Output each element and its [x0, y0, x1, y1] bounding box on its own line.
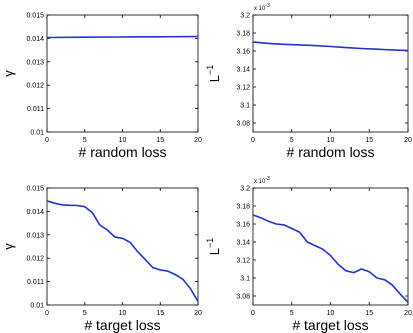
- y-tick-label: 3.1: [240, 103, 250, 110]
- y-tick-label: 0.013: [26, 59, 44, 66]
- gamma-target-loss-chart: 0 5 10 15 20 0.01 0.011 0.012 0.013 0.014 0.015 # t…: [1, 186, 202, 333]
- y-tick-label: 0.014: [26, 36, 44, 43]
- y-tick-label: 3.16: [236, 49, 250, 56]
- x-tick-label: 0: [251, 137, 255, 144]
- x-axis-label: # target loss: [292, 317, 368, 333]
- x-tick-label: 10: [327, 137, 335, 144]
- x-tick-label: 15: [156, 310, 164, 317]
- y-tick-label: 0.011: [27, 106, 44, 113]
- x-axis-label: # random loss: [79, 144, 167, 160]
- y-tick-label: 3.16: [236, 222, 250, 229]
- y-axis-label: γ: [1, 243, 16, 250]
- x-tick-label: 10: [327, 310, 335, 317]
- y-tick-label: 3.2: [240, 13, 250, 20]
- y-tick-label: 3.18: [236, 31, 250, 38]
- y-axis-label-text: L: [207, 75, 222, 82]
- x-tick-label: 15: [156, 137, 164, 144]
- y-tick-label: 0.012: [26, 83, 44, 90]
- y-tick-label: 0.01: [30, 303, 44, 310]
- y-axis-label-text: γ: [1, 243, 16, 250]
- x-tick-label: 10: [119, 137, 127, 144]
- x-tick-label: 0: [45, 137, 49, 144]
- y-tick-label: 3.08: [236, 294, 250, 301]
- y-axis-label-superscript: −1: [205, 65, 215, 75]
- y-tick-label: 0.015: [26, 186, 44, 193]
- x-tick-label: 10: [119, 310, 127, 317]
- series-line: [252, 41, 409, 52]
- y-axis-label-text: γ: [1, 70, 16, 77]
- x-tick-label: 5: [83, 137, 87, 144]
- plot-frame: [252, 187, 409, 306]
- series-line: [46, 35, 199, 39]
- y-tick-label: 3.08: [236, 121, 250, 128]
- y-axis-label: γ: [1, 70, 16, 77]
- y-axis-label: L−1: [205, 238, 222, 256]
- x-axis-label: # random loss: [287, 144, 375, 160]
- x-tick-label: 20: [194, 310, 202, 317]
- plot-frame: [46, 14, 199, 133]
- x-tick-label: 20: [194, 137, 202, 144]
- y-tick-label: 3.2: [240, 186, 250, 193]
- x-axis-label: # target loss: [84, 317, 160, 333]
- y-axis-exponent: x 10-3: [254, 176, 270, 185]
- y-axis-label-superscript: −1: [205, 238, 215, 248]
- x-tick-label: 20: [404, 310, 412, 317]
- x-tick-label: 5: [290, 310, 294, 317]
- y-axis-exponent-base: x 10: [254, 179, 266, 185]
- y-tick-label: 0.014: [26, 209, 44, 216]
- y-tick-label: 0.011: [27, 279, 44, 286]
- series-line: [46, 200, 199, 302]
- y-tick-label: 3.12: [236, 85, 250, 92]
- x-tick-label: 5: [83, 310, 87, 317]
- y-axis-exponent-base: x 10: [254, 6, 266, 12]
- x-tick-label: 15: [365, 137, 373, 144]
- y-tick-label: 0.015: [26, 13, 44, 20]
- y-tick-label: 3.12: [236, 258, 250, 265]
- x-tick-label: 15: [365, 310, 373, 317]
- series-line: [252, 214, 409, 303]
- y-tick-label: 3.18: [236, 204, 250, 211]
- y-axis-exponent-power: -3: [265, 3, 270, 9]
- y-tick-label: 0.01: [30, 130, 44, 137]
- y-tick-label: 3.14: [236, 67, 250, 74]
- y-tick-label: 3.14: [236, 240, 250, 247]
- x-tick-label: 20: [404, 137, 412, 144]
- y-tick-label: 0.012: [26, 256, 44, 263]
- plot-frame: [252, 14, 409, 133]
- y-axis-label: L−1: [205, 65, 222, 83]
- gamma-random-loss-chart: 0 5 10 15 20 0.01 0.011 0.012 0.013 0.014 0.015 # r…: [1, 13, 202, 161]
- inverse-l-random-loss-chart: 0 5 10 15 20 3.08 3.1 3.12 3.14 3.16 3.18 3.2 # rand…: [205, 3, 412, 160]
- y-axis-exponent-power: -3: [265, 176, 270, 182]
- x-tick-label: 5: [290, 137, 294, 144]
- y-tick-label: 3.1: [240, 276, 250, 283]
- x-tick-label: 0: [45, 310, 49, 317]
- y-axis-label-text: L: [207, 248, 222, 255]
- y-axis-exponent: x 10-3: [254, 3, 270, 12]
- y-tick-label: 0.013: [26, 232, 44, 239]
- inverse-l-target-loss-chart: 0 5 10 15 20 3.08 3.1 3.12 3.14 3.16 3.18 3.2 # targ…: [205, 176, 412, 333]
- x-tick-label: 0: [251, 310, 255, 317]
